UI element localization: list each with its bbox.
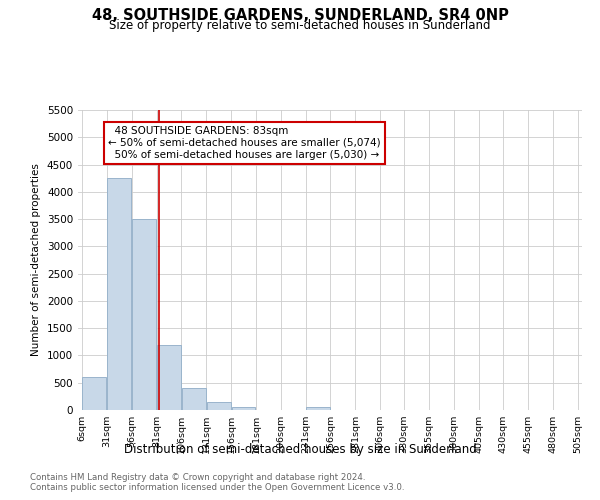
Text: Distribution of semi-detached houses by size in Sunderland: Distribution of semi-detached houses by … xyxy=(124,442,476,456)
Y-axis label: Number of semi-detached properties: Number of semi-detached properties xyxy=(31,164,41,356)
Text: Contains HM Land Registry data © Crown copyright and database right 2024.: Contains HM Land Registry data © Crown c… xyxy=(30,472,365,482)
Bar xyxy=(132,219,156,410)
Bar xyxy=(157,344,181,410)
Text: 48 SOUTHSIDE GARDENS: 83sqm
← 50% of semi-detached houses are smaller (5,074)
  : 48 SOUTHSIDE GARDENS: 83sqm ← 50% of sem… xyxy=(108,126,380,160)
Text: 48, SOUTHSIDE GARDENS, SUNDERLAND, SR4 0NP: 48, SOUTHSIDE GARDENS, SUNDERLAND, SR4 0… xyxy=(92,8,508,22)
Text: Size of property relative to semi-detached houses in Sunderland: Size of property relative to semi-detach… xyxy=(109,19,491,32)
Text: Contains public sector information licensed under the Open Government Licence v3: Contains public sector information licen… xyxy=(30,482,404,492)
Bar xyxy=(82,378,106,410)
Bar xyxy=(207,402,230,410)
Bar xyxy=(306,408,330,410)
Bar xyxy=(182,388,206,410)
Bar xyxy=(107,178,131,410)
Bar xyxy=(232,406,256,410)
